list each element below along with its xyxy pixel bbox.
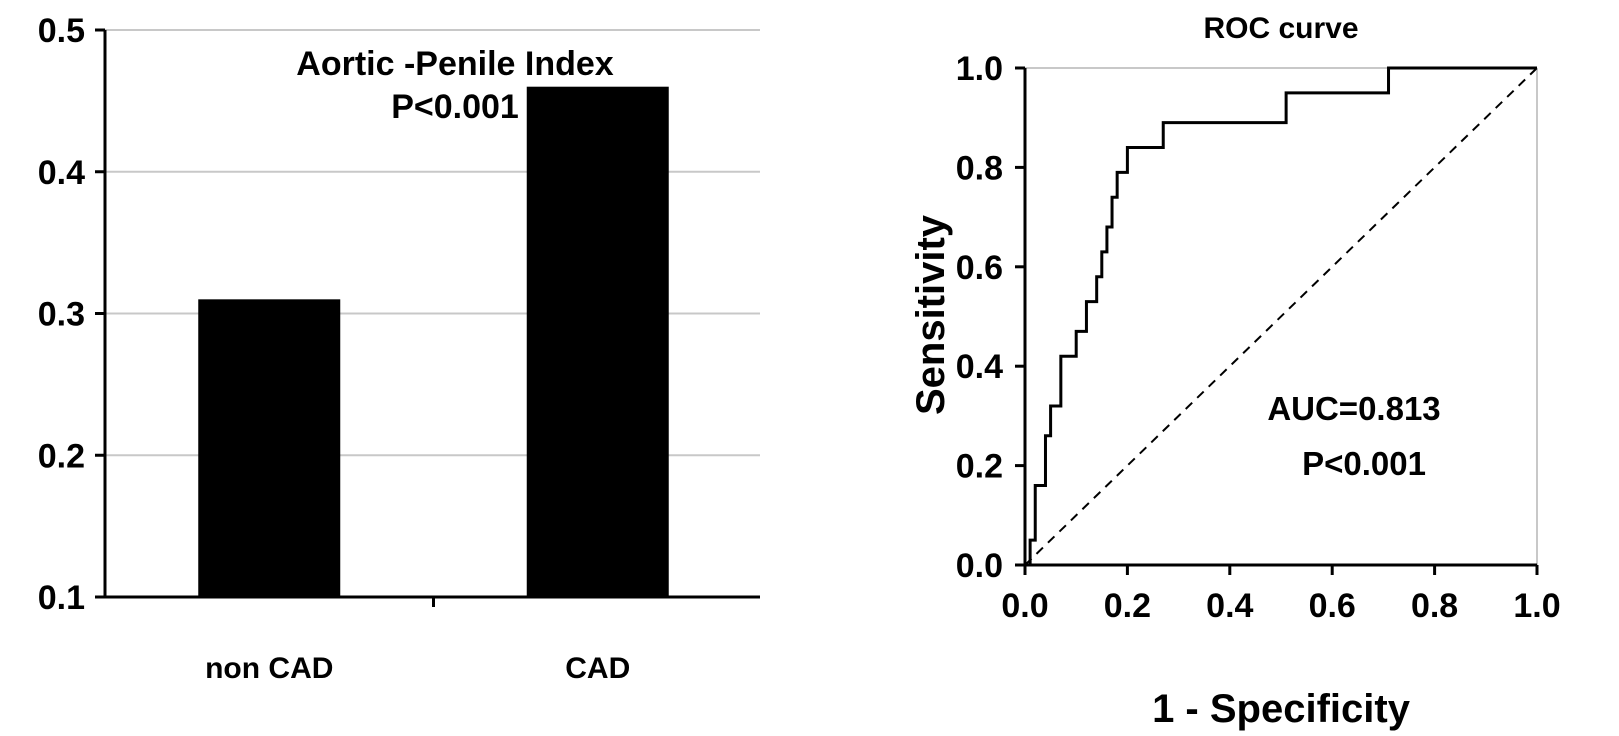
roc-y-tick-label: 0.8 — [956, 149, 1003, 187]
roc-curve-line — [1025, 66, 1537, 567]
bar-non-cad — [198, 299, 341, 597]
bar-category-label: CAD — [565, 652, 630, 685]
roc-y-axis-label: Sensitivity — [909, 214, 953, 415]
roc-chart-title: ROC curve — [1203, 12, 1358, 45]
bar-y-tick-label: 0.1 — [38, 579, 85, 617]
roc-chart: 0.0 0.2 0.4 0.6 0.8 1.0 0.0 0.2 0.4 0.6 0.8 1.0 ROC… — [909, 12, 1561, 731]
roc-y-tick-label: 1.0 — [956, 50, 1003, 88]
roc-y-tick-label: 0.6 — [956, 249, 1003, 287]
roc-x-axis-label: 1 - Specificity — [1152, 687, 1411, 731]
bar-chart-title: Aortic -Penile Index — [296, 45, 613, 83]
roc-diagonal-reference-line — [1024, 67, 1538, 566]
bar-y-tick-label: 0.2 — [38, 437, 85, 475]
bar-chart-subtitle: P<0.001 — [391, 88, 519, 126]
bar-category-label: non CAD — [205, 652, 333, 685]
roc-y-tick-label: 0.4 — [956, 348, 1003, 386]
roc-x-tick-label: 1.0 — [1513, 587, 1560, 625]
bar-y-tick-label: 0.5 — [38, 12, 85, 50]
roc-y-tick-label: 0.2 — [956, 448, 1003, 486]
roc-auc-annotation: AUC=0.813 — [1267, 390, 1440, 427]
roc-y-tick-label: 0.0 — [956, 547, 1003, 585]
bar-y-tick-label: 0.3 — [38, 296, 85, 334]
roc-x-tick-label: 0.2 — [1104, 587, 1151, 625]
roc-x-tick-label: 0.6 — [1309, 587, 1356, 625]
bar-chart: 0.1 0.2 0.3 0.4 0.5 non CAD CAD Aortic -Penile… — [38, 12, 760, 685]
roc-x-tick-label: 0.8 — [1411, 587, 1458, 625]
bar-y-tick-label: 0.4 — [38, 154, 85, 192]
roc-x-tick-label: 0.4 — [1206, 587, 1253, 625]
roc-p-annotation: P<0.001 — [1302, 445, 1426, 482]
roc-x-tick-label: 0.0 — [1001, 587, 1048, 625]
bar-cad — [526, 86, 669, 597]
